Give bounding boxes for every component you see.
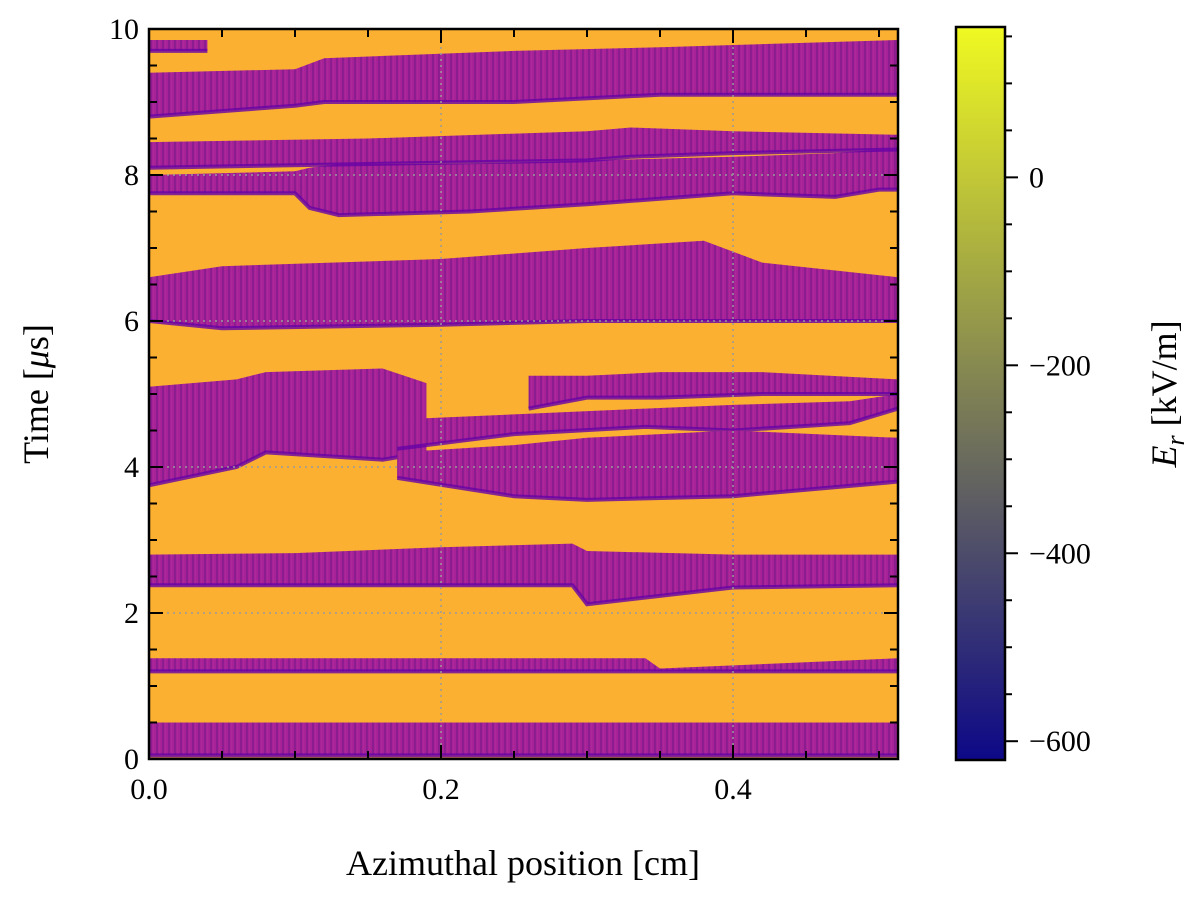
field-band-texture-10: [149, 40, 898, 117]
field-band-edge-5: [396, 475, 898, 502]
y-tick-label-1: 2: [124, 597, 139, 630]
colorbar-tick-label-2: −400: [1029, 537, 1091, 570]
x-tick-label-2: 0.4: [714, 773, 752, 806]
field-band-edge-6: [528, 392, 898, 411]
y-tick-label-4: 8: [124, 159, 139, 192]
colorbar-gradient: [954, 25, 1007, 762]
grid-lines: [149, 29, 898, 759]
y-tick-label-5: 10: [109, 13, 139, 46]
colorbar: 0 −200 −400 −600 Er [kV/m]: [954, 25, 1190, 762]
field-band-texture-1: [149, 658, 898, 672]
colorbar-tick-label-1: −200: [1029, 349, 1091, 382]
y-tick-label-2: 4: [124, 451, 139, 484]
y-tick-label-3: 6: [124, 305, 139, 338]
colorbar-label: Er [kV/m]: [1144, 320, 1190, 468]
colorbar-tick-label-0: 0: [1029, 161, 1044, 194]
colorbar-ticks: 0 −200 −400 −600: [1005, 35, 1091, 758]
field-band-texture-7: [149, 240, 898, 329]
x-tick-label-0: 0.0: [130, 773, 168, 806]
field-band-edge-10: [149, 92, 898, 119]
field-band-texture-9: [149, 127, 898, 168]
colorbar-tick-label-3: −600: [1029, 725, 1091, 758]
field-band-texture-6: [528, 372, 898, 409]
y-axis-label: Time [μs]: [16, 324, 56, 464]
field-band-texture-11: [149, 40, 208, 51]
x-axis-ticks: 0.0 0.2 0.4: [130, 29, 881, 806]
field-band-texture-4: [397, 394, 898, 449]
field-band-texture-5: [397, 430, 898, 500]
field-band-texture-0: [149, 722, 898, 756]
heatmap-bands: [149, 40, 898, 758]
field-band-edge-9: [149, 147, 898, 170]
field-band-edge-4: [396, 406, 898, 451]
y-axis-ticks: 0 2 4 6 8 10: [109, 13, 898, 776]
field-band-edge-8: [149, 187, 898, 218]
x-axis-label: Azimuthal position [cm]: [346, 843, 700, 883]
x-tick-label-1: 0.2: [422, 773, 460, 806]
heatmap-plot-area: 0.0 0.2 0.4 0 2 4 6 8 10: [109, 13, 900, 806]
y-tick-label-0: 0: [124, 743, 139, 776]
